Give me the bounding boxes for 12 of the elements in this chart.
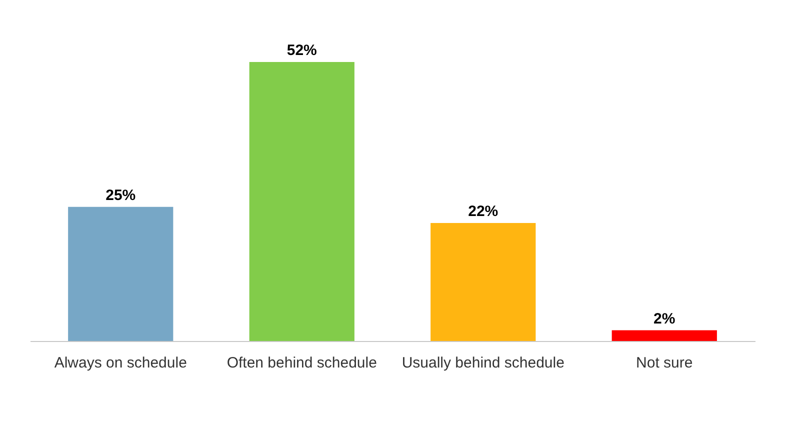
bar	[68, 206, 174, 341]
x-tick-label: Usually behind schedule	[402, 354, 564, 372]
x-tick-label: Always on schedule	[54, 354, 187, 372]
data-label: 25%	[106, 186, 136, 204]
x-tick-label: Often behind schedule	[226, 354, 377, 372]
data-label: 52%	[286, 42, 317, 59]
bar	[249, 62, 354, 341]
data-label: 22%	[468, 202, 498, 220]
x-tick-label: Not sure	[636, 354, 693, 372]
data-label: 2%	[654, 310, 676, 328]
bar	[612, 330, 717, 341]
bar	[430, 222, 536, 341]
